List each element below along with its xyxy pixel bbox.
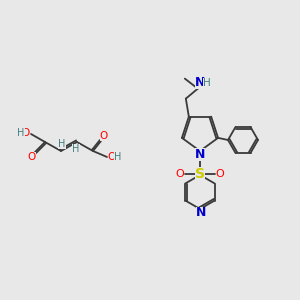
Text: N: N: [195, 76, 205, 89]
Text: N: N: [195, 148, 205, 160]
Text: H: H: [72, 144, 80, 154]
Text: S: S: [195, 167, 205, 181]
Text: O: O: [108, 152, 116, 162]
Text: O: O: [28, 152, 36, 162]
Text: O: O: [22, 128, 30, 138]
Text: O: O: [216, 169, 224, 179]
Text: O: O: [100, 131, 108, 141]
Text: H: H: [17, 128, 25, 138]
Text: H: H: [203, 78, 211, 88]
Text: O: O: [176, 169, 184, 179]
Text: H: H: [58, 139, 66, 149]
Text: N: N: [196, 206, 206, 220]
Text: H: H: [114, 152, 122, 162]
